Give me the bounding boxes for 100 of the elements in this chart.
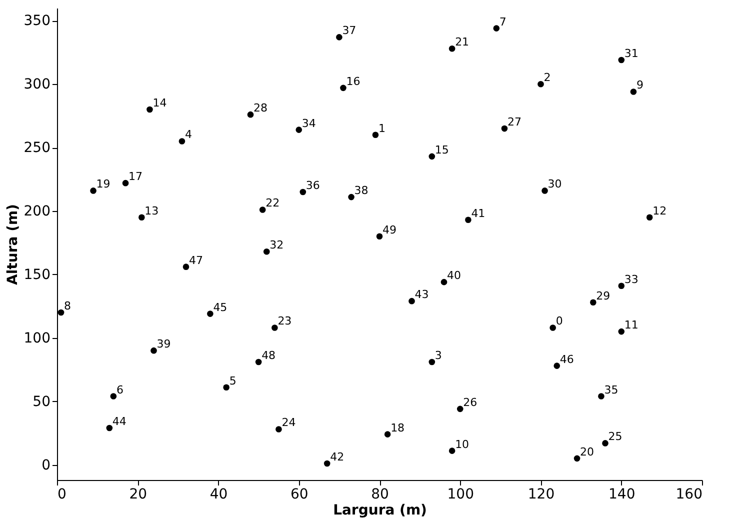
x-tick-label: 60 — [290, 486, 308, 502]
point — [110, 393, 117, 400]
point — [324, 460, 330, 467]
annotation: 29 — [596, 289, 610, 302]
annotation: 31 — [624, 47, 638, 60]
point — [376, 233, 383, 240]
annotation: 13 — [144, 204, 159, 218]
annotation: 35 — [604, 383, 618, 396]
point — [630, 88, 637, 95]
annotation: 48 — [262, 349, 276, 362]
point — [618, 282, 625, 290]
annotation: 11 — [624, 318, 638, 332]
point — [255, 358, 262, 366]
annotation: 41 — [471, 206, 486, 220]
annotation: 10 — [455, 438, 470, 451]
point — [348, 194, 354, 200]
point — [448, 448, 456, 454]
point — [259, 206, 266, 213]
annotation: 45 — [213, 300, 228, 314]
annotation: 44 — [112, 414, 126, 428]
annotation: 20 — [580, 445, 594, 458]
annotation: 4 — [184, 128, 192, 142]
annotation: 26 — [463, 396, 478, 409]
annotation: 40 — [447, 269, 461, 282]
point — [428, 358, 436, 366]
point — [272, 324, 278, 331]
point — [182, 264, 190, 270]
point — [247, 111, 254, 118]
annotation: 39 — [156, 338, 171, 351]
point — [542, 188, 548, 194]
point — [340, 84, 346, 92]
point — [276, 426, 282, 432]
annotation: 9 — [636, 78, 644, 92]
annotation: 36 — [306, 178, 320, 192]
annotation: 24 — [282, 416, 296, 430]
y-axis-title: Altura (m) — [4, 204, 21, 285]
annotation: 30 — [548, 178, 562, 191]
annotation: 14 — [152, 96, 167, 110]
point — [550, 324, 556, 331]
annotation: 46 — [560, 352, 574, 366]
point — [138, 214, 145, 221]
annotation: 7 — [499, 15, 506, 28]
point — [554, 362, 560, 369]
annotation: 32 — [270, 238, 284, 252]
annotation: 12 — [652, 204, 667, 218]
point — [408, 298, 415, 304]
point — [90, 188, 96, 194]
annotation: 16 — [346, 74, 360, 88]
point — [372, 132, 379, 138]
annotation: 1 — [378, 122, 386, 135]
point — [598, 393, 604, 400]
point — [150, 347, 157, 354]
annotation: 23 — [278, 314, 292, 328]
point — [223, 384, 230, 391]
annotation: 8 — [64, 300, 72, 313]
annotation: 43 — [414, 288, 429, 302]
point — [448, 45, 456, 52]
point — [465, 216, 472, 224]
point — [618, 56, 625, 64]
x-tick-label: 100 — [447, 486, 474, 502]
x-tick-label: 80 — [371, 486, 389, 502]
point — [300, 188, 306, 196]
y-tick-label: 100 — [24, 330, 50, 346]
annotation: 18 — [390, 421, 405, 434]
point — [538, 80, 544, 88]
annotation: 37 — [342, 24, 356, 38]
annotation: 34 — [302, 116, 316, 130]
annotation: 22 — [266, 196, 280, 210]
point — [146, 106, 153, 113]
point — [428, 153, 436, 160]
point — [602, 440, 608, 446]
point — [646, 214, 653, 221]
point — [440, 278, 448, 286]
x-axis-title: Largura (m) — [333, 502, 427, 518]
point — [106, 424, 113, 432]
point — [574, 455, 580, 462]
point — [618, 328, 625, 335]
y-tick-label: 50 — [32, 394, 50, 410]
annotation: 17 — [128, 170, 143, 184]
point — [178, 138, 186, 144]
annotation: 28 — [254, 102, 268, 115]
y-tick-label: 200 — [24, 204, 50, 220]
annotation: 5 — [229, 374, 236, 388]
y-tick-label: 250 — [24, 140, 50, 156]
point — [58, 309, 64, 316]
annotation: 15 — [434, 143, 449, 156]
x-tick-label: 0 — [58, 486, 66, 502]
annotation: 3 — [434, 349, 442, 362]
point — [122, 180, 129, 186]
x-tick-label: 140 — [608, 486, 636, 502]
y-tick-label: 150 — [24, 266, 50, 283]
annotation: 19 — [96, 178, 110, 191]
annotation: 25 — [608, 430, 622, 444]
x-tick-label: 40 — [210, 486, 228, 502]
point — [207, 310, 214, 317]
y-tick-label: 350 — [24, 13, 50, 30]
annotation: 33 — [624, 272, 638, 286]
point — [456, 406, 464, 412]
annotation: 0 — [556, 314, 563, 328]
point — [263, 248, 270, 255]
